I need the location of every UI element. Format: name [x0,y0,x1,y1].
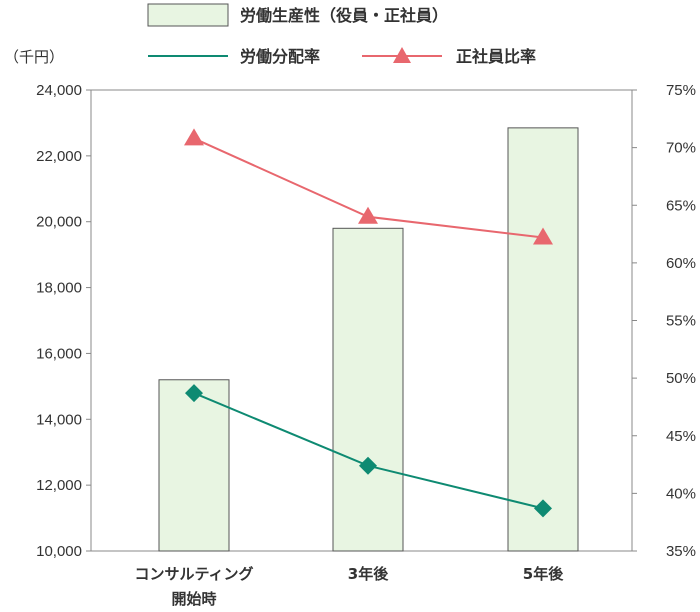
category-label: 3年後 [348,565,389,583]
left-axis-tick-label: 10,000 [36,543,82,560]
left-axis-unit: （千円） [4,48,64,66]
right-axis-tick-label: 50% [666,370,696,387]
right-axis-tick-label: 55% [666,313,696,330]
right-axis: 35% 40% 45% 50% 55% 60% 65% 70% 75% [632,82,696,560]
left-axis-tick-label: 16,000 [36,345,82,362]
marker-triangle-ratio [533,227,553,245]
right-axis-tick-label: 65% [666,197,696,214]
bar-productivity [507,127,579,552]
bars-group [158,127,579,552]
legend-label-productivity: 労働生産性（役員・正社員） [240,6,448,25]
marker-triangle-ratio [358,206,378,224]
category-label: コンサルティング [134,565,253,583]
right-axis-tick-label: 75% [666,82,696,99]
marker-diamond-distribution [359,456,377,475]
left-axis-tick-label: 20,000 [36,214,82,231]
left-axis-tick-label: 22,000 [36,148,82,165]
marker-triangle-ratio [184,128,204,146]
marker-diamond-distribution [185,384,203,403]
legend-label-ratio: 正社員比率 [456,47,536,66]
legend-label-distribution: 労働分配率 [240,47,320,66]
category-label: 開始時 [171,590,216,608]
bar-productivity [332,227,404,552]
legend: 労働生産性（役員・正社員） 労働分配率 正社員比率 [147,3,536,66]
marker-diamond-distribution [534,499,552,518]
legend-triangle-icon [393,47,411,63]
category-label: 5年後 [523,565,564,583]
left-axis-tick-label: 14,000 [36,411,82,428]
left-axis: 10,000 12,000 14,000 16,000 18,000 20,000 22,0… [36,82,91,560]
right-axis-tick-label: 60% [666,255,696,272]
lines-group [184,128,553,518]
right-axis-tick-label: 40% [666,485,696,502]
left-axis-tick-label: 12,000 [36,477,82,494]
right-axis-tick-label: 45% [666,428,696,445]
left-axis-tick-label: 18,000 [36,280,82,297]
right-axis-tick-label: 35% [666,543,696,560]
right-axis-tick-label: 70% [666,140,696,157]
left-axis-tick-label: 24,000 [36,82,82,99]
bar-productivity [158,379,230,552]
legend-swatch-productivity [147,3,229,27]
